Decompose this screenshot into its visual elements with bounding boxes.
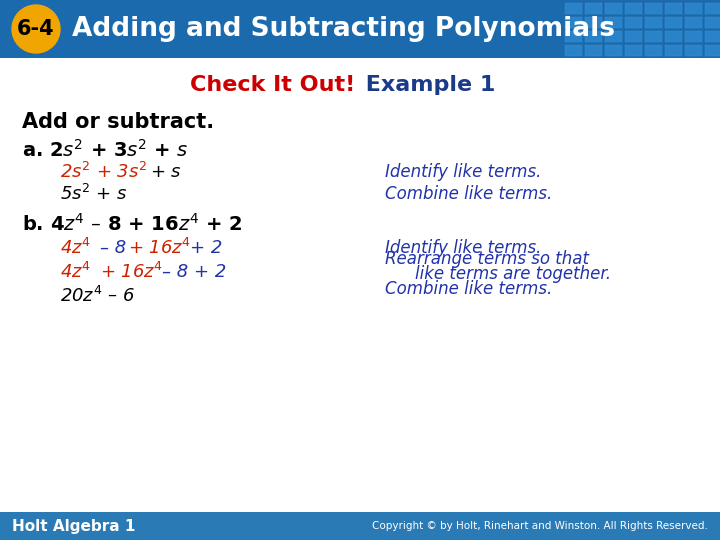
Bar — [665, 17, 682, 28]
Text: Rearrange terms so that: Rearrange terms so that — [385, 250, 589, 268]
Bar — [585, 3, 602, 14]
Text: Add or subtract.: Add or subtract. — [22, 112, 214, 132]
Bar — [685, 3, 702, 14]
Bar — [605, 17, 622, 28]
Bar — [645, 3, 662, 14]
Bar — [685, 31, 702, 42]
Text: Copyright © by Holt, Rinehart and Winston. All Rights Reserved.: Copyright © by Holt, Rinehart and Winsto… — [372, 521, 708, 531]
Text: Identify like terms.: Identify like terms. — [385, 239, 541, 257]
Bar — [565, 45, 582, 56]
Text: Holt Algebra 1: Holt Algebra 1 — [12, 518, 135, 534]
FancyBboxPatch shape — [0, 512, 720, 540]
Bar — [585, 45, 602, 56]
Bar — [645, 31, 662, 42]
Bar — [565, 31, 582, 42]
Bar — [625, 31, 642, 42]
Text: Example 1: Example 1 — [358, 75, 495, 95]
Text: + 3$s^2$: + 3$s^2$ — [96, 162, 147, 182]
Bar — [605, 31, 622, 42]
Text: like terms are together.: like terms are together. — [415, 265, 611, 283]
Bar — [665, 31, 682, 42]
Text: + $s$: + $s$ — [150, 163, 182, 181]
FancyBboxPatch shape — [0, 0, 720, 58]
Bar — [605, 3, 622, 14]
Bar — [665, 45, 682, 56]
Bar — [625, 45, 642, 56]
Bar — [705, 17, 720, 28]
Text: 4$z^4$: 4$z^4$ — [60, 238, 91, 258]
Text: 4$z^4$: 4$z^4$ — [60, 262, 91, 282]
Bar — [685, 17, 702, 28]
Bar — [565, 3, 582, 14]
Text: 2$s^2$: 2$s^2$ — [60, 162, 91, 182]
Text: – 8: – 8 — [100, 239, 126, 257]
Text: Combine like terms.: Combine like terms. — [385, 185, 552, 203]
Text: – 8 + 2: – 8 + 2 — [162, 263, 226, 281]
Bar — [625, 3, 642, 14]
Text: a. 2$s^2$ + 3$s^2$ + $s$: a. 2$s^2$ + 3$s^2$ + $s$ — [22, 139, 189, 161]
Bar — [685, 45, 702, 56]
Circle shape — [12, 5, 60, 53]
Text: 6-4: 6-4 — [17, 19, 55, 39]
Text: + 16$z^4$: + 16$z^4$ — [100, 262, 163, 282]
Text: Adding and Subtracting Polynomials: Adding and Subtracting Polynomials — [72, 16, 615, 42]
Text: b. 4$z^4$ – 8 + 16$z^4$ + 2: b. 4$z^4$ – 8 + 16$z^4$ + 2 — [22, 213, 242, 235]
Bar — [705, 3, 720, 14]
Bar — [645, 45, 662, 56]
Bar — [705, 45, 720, 56]
Text: 20$z^4$ – 6: 20$z^4$ – 6 — [60, 286, 135, 306]
Bar — [565, 17, 582, 28]
Bar — [625, 17, 642, 28]
Text: + 2: + 2 — [190, 239, 222, 257]
Text: Check It Out!: Check It Out! — [190, 75, 355, 95]
Bar — [645, 17, 662, 28]
Text: 5$s^2$ + $s$: 5$s^2$ + $s$ — [60, 184, 127, 204]
Bar — [605, 45, 622, 56]
Bar — [705, 31, 720, 42]
Text: Combine like terms.: Combine like terms. — [385, 280, 552, 298]
Text: Identify like terms.: Identify like terms. — [385, 163, 541, 181]
Bar — [585, 17, 602, 28]
Bar — [665, 3, 682, 14]
Bar — [585, 31, 602, 42]
Text: + 16$z^4$: + 16$z^4$ — [128, 238, 192, 258]
